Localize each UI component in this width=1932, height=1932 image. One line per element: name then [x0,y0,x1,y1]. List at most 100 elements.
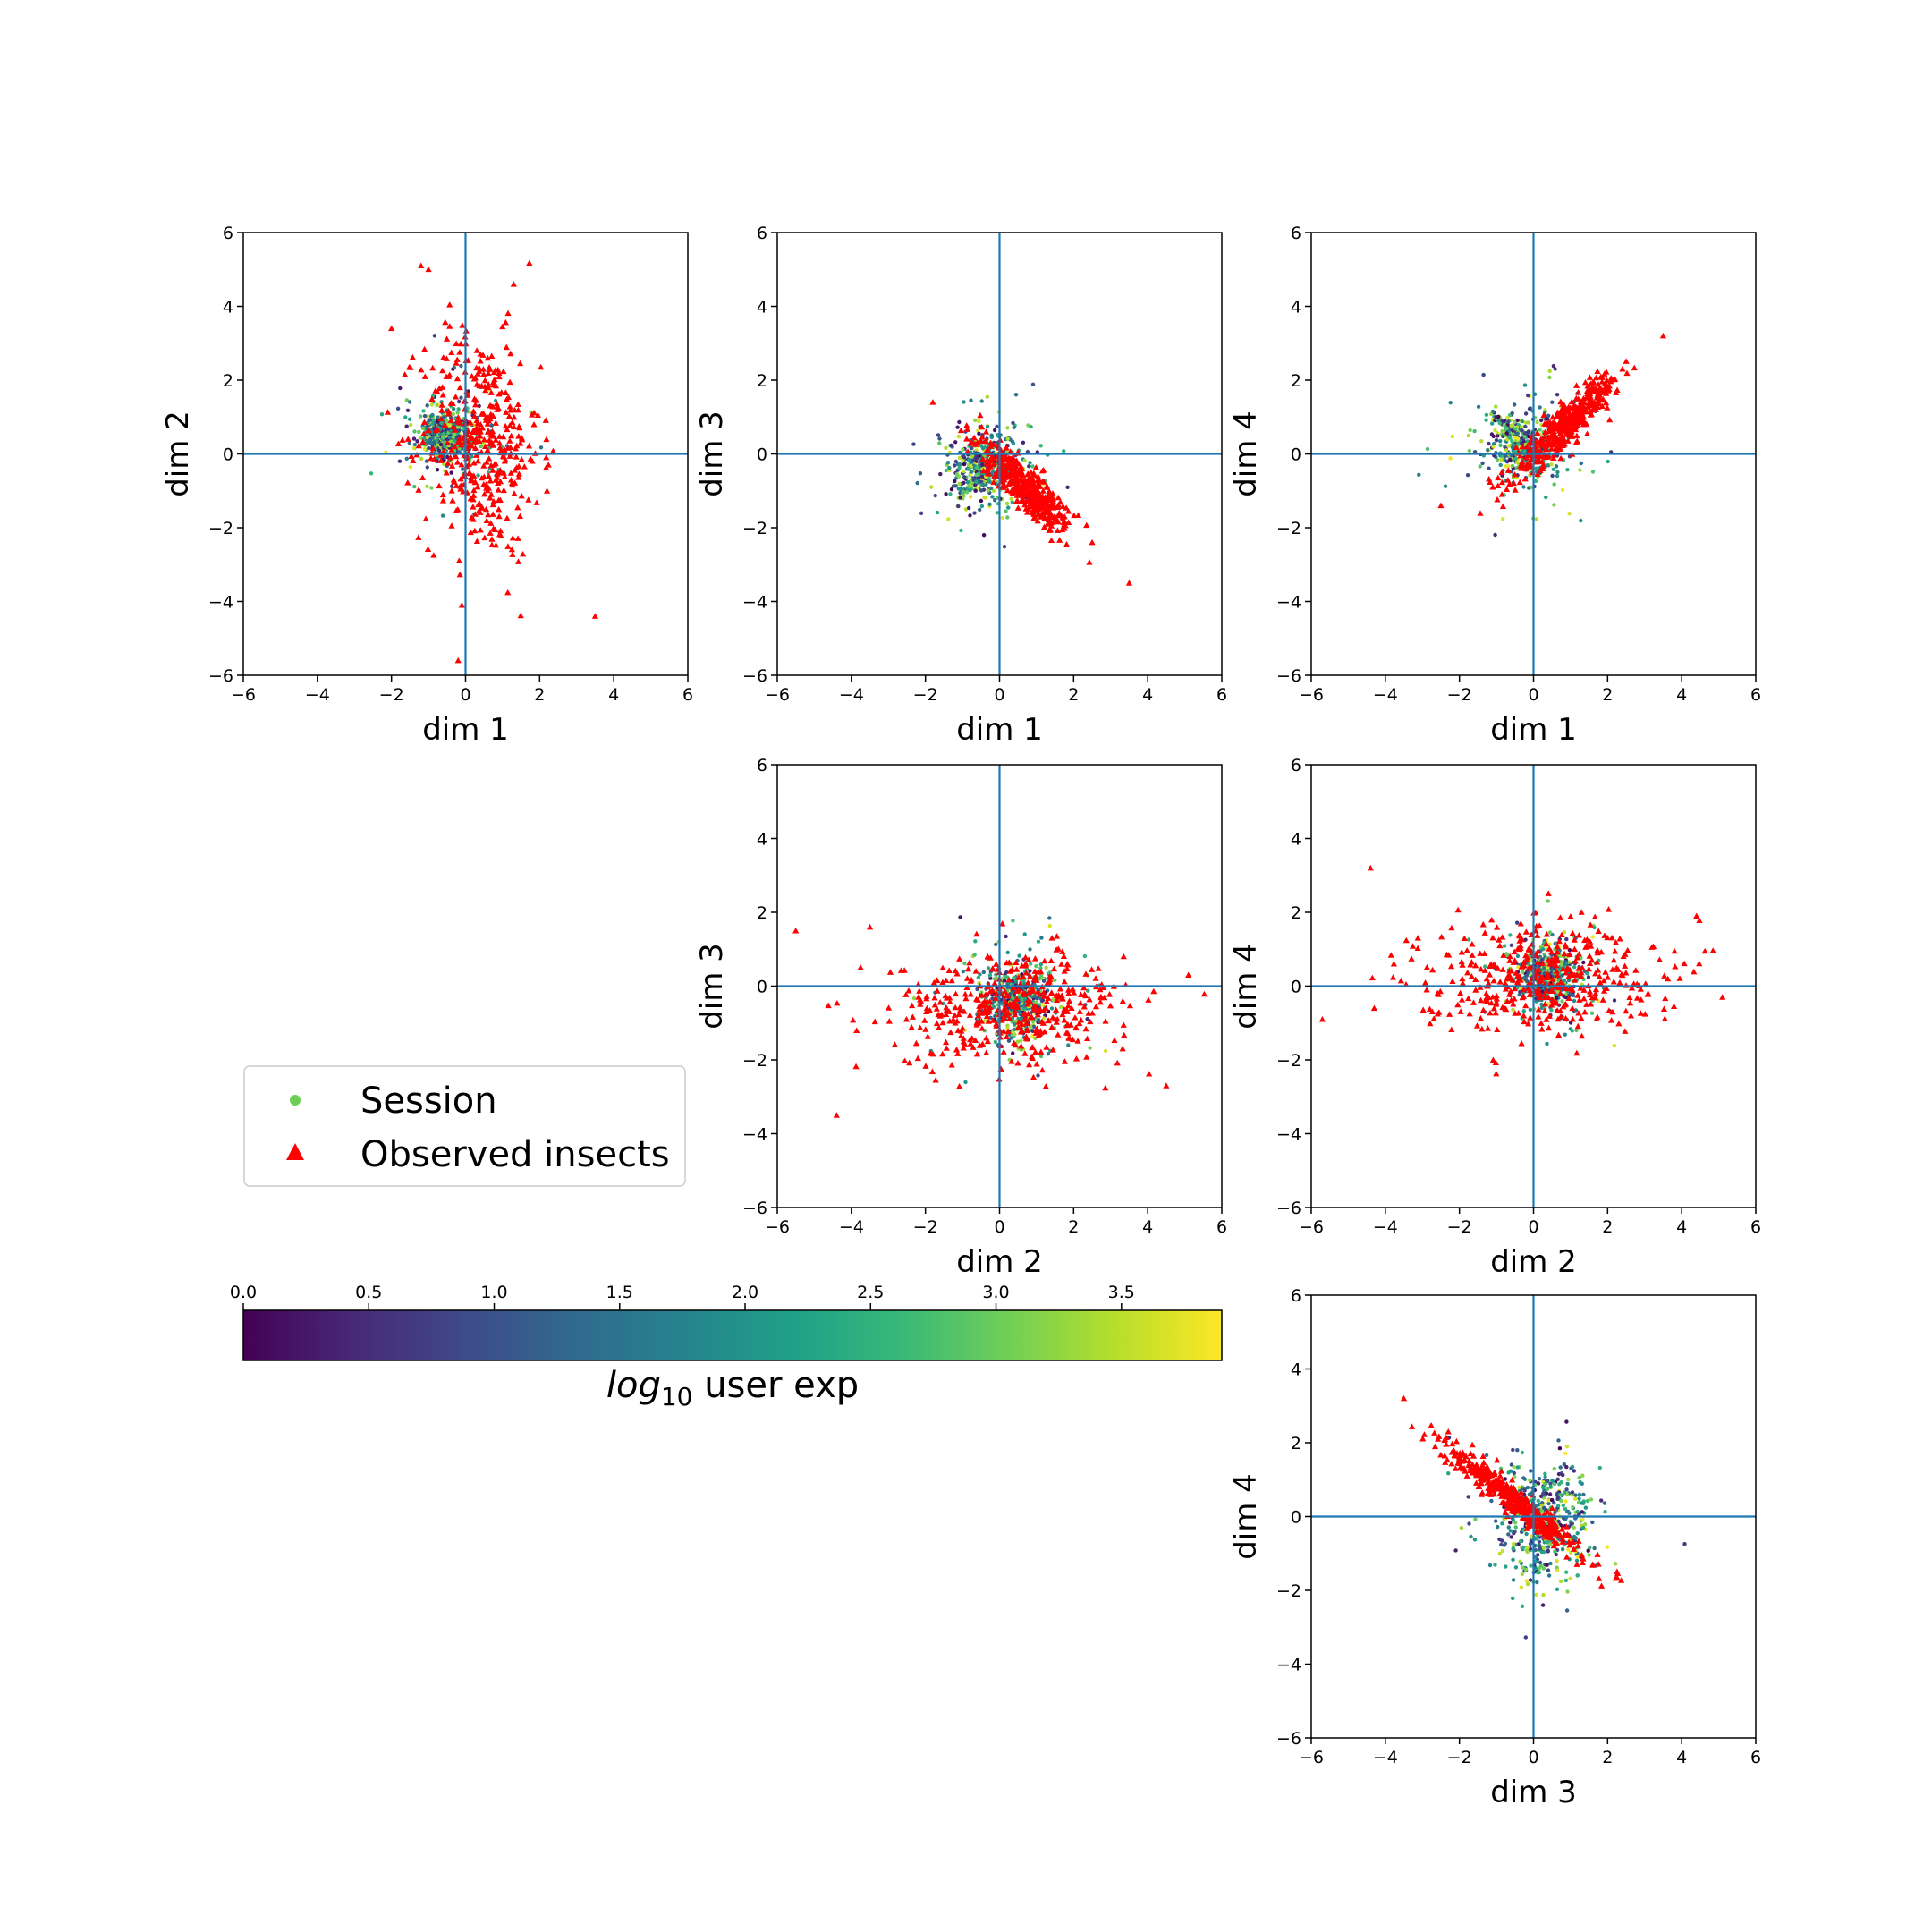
session-point [958,496,962,500]
insect-point [1490,961,1497,968]
session-point [470,454,474,459]
session-point [1000,515,1005,521]
insect-point [987,1004,994,1010]
insect-point [1064,962,1072,968]
insect-point [1032,972,1039,979]
insect-point [1054,527,1062,534]
session-point [1560,999,1564,1004]
insect-point [481,377,488,384]
insect-point [917,1024,924,1031]
insect-point [934,987,941,994]
insect-point [947,1029,954,1036]
session-point [1012,425,1016,429]
insect-point [1648,944,1656,950]
insect-point [963,422,970,428]
insect-point [479,474,486,481]
insect-point [425,266,432,273]
insect-point [399,436,406,443]
session-point [1555,1565,1559,1570]
insect-point [1616,979,1623,986]
insect-point [1025,988,1032,996]
insect-point [960,1045,967,1051]
session-point [1058,1004,1063,1010]
insect-point [1490,977,1497,984]
session-point [963,1080,968,1085]
insect-point [1077,991,1085,997]
insect-point [1074,512,1082,518]
insect-point [982,437,989,445]
session-point [1486,448,1490,453]
insect-point [1516,479,1523,486]
insect-point [1676,975,1683,981]
session-point [957,481,962,487]
insect-point [942,992,949,999]
insect-point [1185,971,1192,979]
insect-point [1095,965,1102,971]
insect-point [542,417,549,423]
session-point [1044,965,1048,970]
insect-point [1066,997,1073,1004]
session-point [404,398,409,402]
insect-point [1049,490,1056,496]
session-point [1490,421,1495,426]
insect-point [502,389,510,395]
insect-point [917,996,924,1003]
insect-point [952,1004,959,1011]
insect-point [1542,445,1549,452]
insect-point [1551,433,1558,439]
session-point [1571,993,1576,998]
insect-point [917,1001,924,1007]
session-point [1005,436,1010,441]
insect-point [1701,947,1708,954]
insect-point [1397,977,1405,984]
insect-point [1665,975,1672,982]
session-point [1511,442,1516,446]
insect-point [1037,1005,1044,1013]
insect-point [1563,419,1572,426]
insect-point [487,366,494,372]
insect-point [1586,953,1593,959]
insect-point [1498,491,1505,497]
insect-point [1510,479,1518,487]
insect-point [1579,398,1587,404]
insect-point [509,551,516,557]
insect-point [445,460,452,466]
insect-point [494,470,501,477]
insect-point [472,437,479,444]
session-point [1515,436,1521,441]
insect-point [1536,994,1543,1001]
insect-point [1513,970,1520,976]
insect-point [410,457,417,463]
insect-point [979,455,987,462]
insect-point [866,923,874,930]
session-point [1504,1564,1508,1569]
session-point [992,428,997,433]
session-point [961,490,965,496]
session-point [1551,364,1556,369]
session-point [1049,1006,1055,1011]
insect-point [908,1023,915,1030]
insect-point [1487,479,1494,486]
insect-point [439,491,446,498]
insect-point [439,391,446,398]
insect-point [1628,984,1636,991]
insect-point [415,534,422,540]
insect-point [999,920,1006,927]
session-point [1066,1043,1071,1047]
session-point [956,504,961,509]
insect-point [1607,377,1614,385]
insect-point [1511,985,1519,992]
insect-point [1573,971,1580,978]
insect-point [1033,487,1040,493]
insect-point [507,477,515,483]
insect-point [1554,943,1561,950]
insect-point [1548,1001,1555,1008]
insect-point [446,323,453,329]
insect-point [483,485,490,491]
insect-point [927,1050,934,1056]
session-point [1573,1008,1579,1013]
insect-point [1012,483,1019,490]
insect-point [1632,967,1640,973]
